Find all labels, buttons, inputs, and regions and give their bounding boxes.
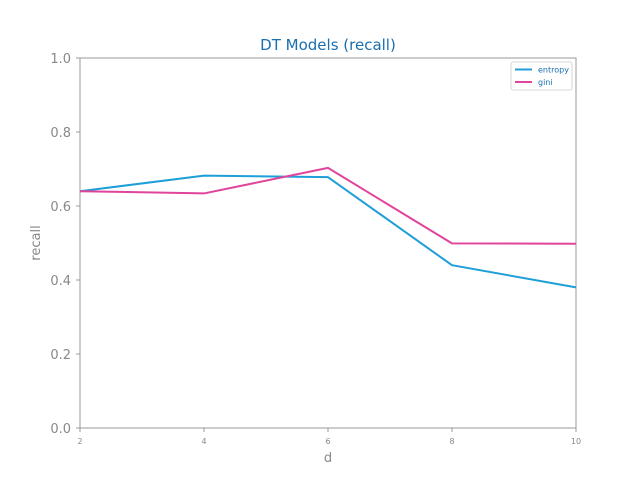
x-tick-label: 6 (325, 437, 330, 446)
y-tick-label: 0.8 (50, 126, 71, 141)
y-tick-label: 0.0 (50, 422, 71, 437)
y-tick-label: 0.2 (50, 348, 71, 363)
x-tick-label: 4 (201, 437, 206, 446)
y-axis-ticks: 0.0 0.2 0.4 0.6 0.8 1.0 (50, 52, 80, 437)
x-axis-label: d (324, 451, 332, 466)
x-tick-label: 2 (77, 437, 82, 446)
series-line-gini (80, 168, 576, 244)
y-tick-label: 1.0 (50, 52, 71, 67)
y-tick-label: 0.6 (50, 200, 71, 215)
y-tick-label: 0.4 (50, 274, 71, 289)
legend-label-gini: gini (538, 78, 553, 87)
legend: entropy gini (511, 62, 572, 90)
x-axis-ticks: 2 4 6 8 10 (77, 428, 581, 446)
legend-label-entropy: entropy (538, 66, 569, 75)
x-tick-label: 10 (571, 437, 581, 446)
chart-title: DT Models (recall) (260, 36, 396, 54)
y-axis-label: recall (29, 225, 44, 260)
x-tick-label: 8 (449, 437, 454, 446)
series-layer (80, 168, 576, 288)
